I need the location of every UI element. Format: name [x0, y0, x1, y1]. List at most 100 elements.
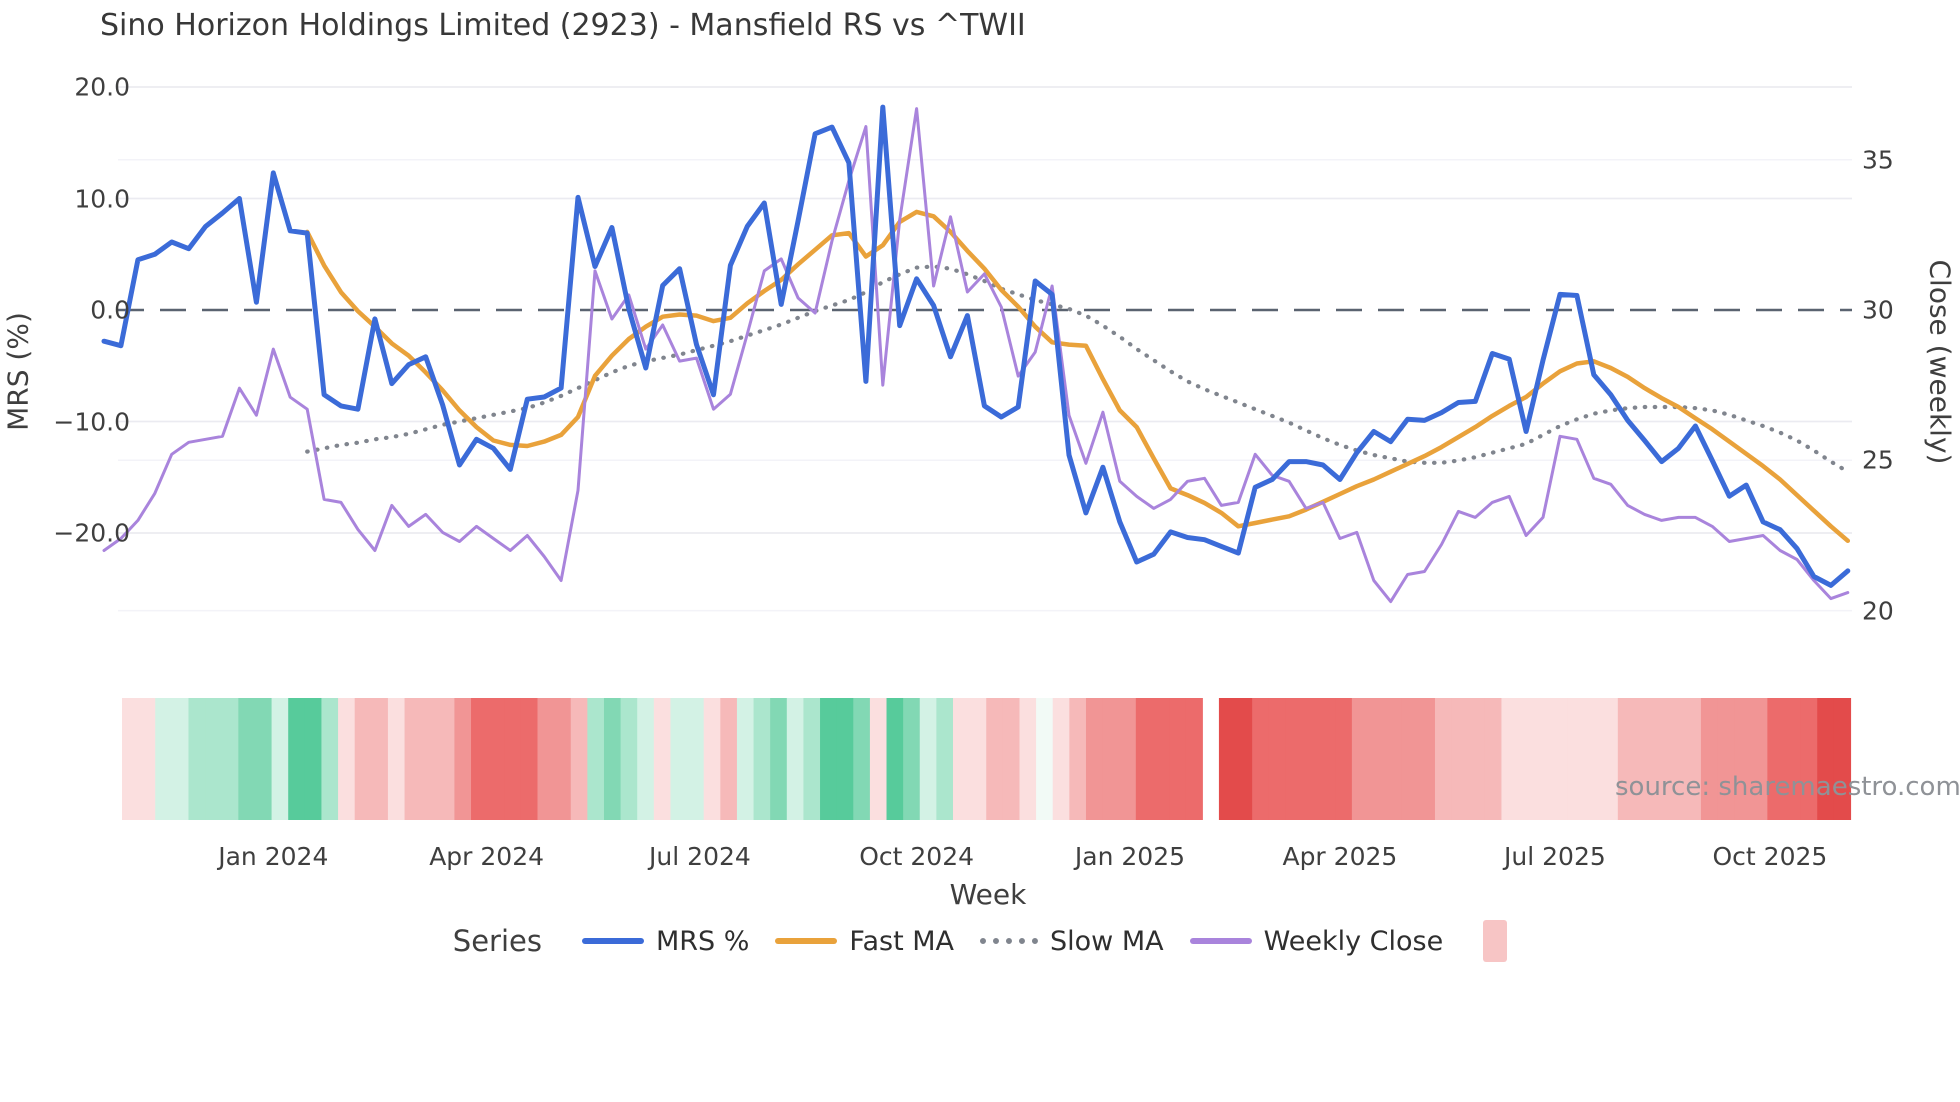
heatmap-cell	[338, 698, 356, 820]
heatmap-cell	[221, 698, 239, 820]
legend-item-slow-ma: Slow MA	[980, 926, 1164, 957]
legend-title: Series	[452, 924, 542, 958]
heatmap-cell	[1368, 698, 1386, 820]
mrs-line-swatch-icon	[581, 938, 644, 944]
heatmap-cell	[620, 698, 638, 820]
legend-item-weekly-close: Weekly Close	[1189, 926, 1443, 957]
heatmap-cell	[670, 698, 688, 820]
heatmap-cell	[836, 698, 854, 820]
heatmap-cell	[504, 698, 522, 820]
x-tick-label: Oct 2025	[1712, 842, 1828, 871]
series-line-slow-ma	[305, 264, 1850, 474]
gridlines	[118, 86, 1852, 612]
heatmap-cell	[653, 698, 672, 820]
heatmap-cell	[1800, 698, 1818, 820]
heatmap-cell	[1651, 698, 1669, 820]
heatmap-cell	[1451, 698, 1469, 820]
heatmap-cell	[188, 698, 206, 820]
heatmap-cell	[1501, 698, 1519, 820]
x-tick-label: Jan 2025	[1074, 842, 1186, 871]
right-tick-label: 25	[1862, 445, 1894, 475]
left-tick-label: 10.0	[74, 184, 130, 213]
heatmap-cell	[1584, 698, 1602, 820]
weekly-close-line-swatch-icon	[1189, 938, 1252, 944]
heatmap-cell	[1268, 698, 1286, 820]
heatmap-cell	[903, 698, 921, 820]
heatmap-cell	[321, 698, 339, 820]
heatmap-cell	[1700, 698, 1719, 820]
heatmap-cell	[1833, 698, 1852, 820]
heatmap-cell	[1302, 698, 1320, 820]
legend-item-mrs: MRS %	[581, 926, 749, 957]
heatmap-cell	[138, 698, 156, 820]
heatmap-cell	[1019, 698, 1037, 820]
heatmap-cell	[919, 698, 937, 820]
heatmap-cell	[803, 698, 821, 820]
heatmap-cell	[753, 698, 771, 820]
heatmap-cell	[537, 698, 555, 820]
heatmap-cell	[720, 698, 738, 820]
heatmap-cell	[454, 698, 472, 820]
heatmap-cell	[1102, 698, 1120, 820]
heatmap-cell	[1518, 698, 1536, 820]
heatmap-cell	[853, 698, 871, 820]
heatmap-cell	[354, 698, 372, 820]
heatmap-cell	[1418, 698, 1436, 820]
heatmap-cell	[736, 698, 755, 820]
right-tick-label: 30	[1862, 295, 1894, 325]
heatmap-cell	[953, 698, 971, 820]
heatmap-cell	[1218, 698, 1237, 820]
heatmap-cell	[254, 698, 273, 820]
heatmap-cell	[1784, 698, 1802, 820]
heatmap-cell	[603, 698, 622, 820]
x-tick-label: Jul 2024	[649, 842, 751, 871]
heatmap-cell	[271, 698, 289, 820]
heatmap-cell	[1734, 698, 1752, 820]
heatmap-cell	[703, 698, 721, 820]
legend-item-fast-ma: Fast MA	[775, 926, 954, 957]
heatmap-strip	[122, 698, 1852, 820]
x-tick-label: Jan 2024	[218, 842, 329, 871]
heatmap-cell	[1634, 698, 1652, 820]
heatmap-cell	[770, 698, 788, 820]
x-axis-title: Week	[949, 878, 1027, 911]
heatmap-cell	[1002, 698, 1021, 820]
heatmap-cell	[1119, 698, 1137, 820]
heatmap-cell	[288, 698, 306, 820]
heatmap-cell	[1484, 698, 1503, 820]
slow-ma-line-swatch-icon	[980, 938, 1039, 944]
heatmap-cell	[1617, 698, 1636, 820]
heatmap-cell	[471, 698, 489, 820]
heatmap-cell	[1335, 698, 1353, 820]
heatmap-cell	[171, 698, 190, 820]
heatmap-cell	[1052, 698, 1070, 820]
heatmap-cell	[1551, 698, 1569, 820]
source-watermark: source: sharemaestro.com	[1615, 772, 1960, 802]
heatmap-cell	[371, 698, 389, 820]
heatmap-cell	[1351, 698, 1370, 820]
heatmap-cell	[520, 698, 539, 820]
heatmap-cell	[1667, 698, 1685, 820]
heatmap-cell	[1169, 698, 1187, 820]
left-tick-label: 0.0	[90, 295, 130, 325]
x-tick-label: Jul 2025	[1504, 842, 1606, 871]
heatmap-cell	[155, 698, 173, 820]
right-tick-label: 20	[1862, 596, 1894, 626]
heatmap-cell	[1235, 698, 1253, 820]
heatmap-cell	[969, 698, 987, 820]
heatmap-cell	[637, 698, 655, 820]
heatmap-cell	[786, 698, 805, 820]
x-tick-label: Apr 2025	[1282, 842, 1398, 871]
right-tick-label: 35	[1862, 145, 1894, 175]
heatmap-cell	[437, 698, 455, 820]
heatmap-cell	[1434, 698, 1453, 820]
heatmap-cell	[1401, 698, 1419, 820]
heatmap-cell	[1069, 698, 1087, 820]
left-tick-label: −20.0	[53, 518, 130, 548]
heatmap-cell	[1468, 698, 1486, 820]
x-tick-label: Apr 2024	[429, 842, 545, 871]
heatmap-cell	[986, 698, 1004, 820]
heatmap-cell	[1185, 698, 1203, 820]
